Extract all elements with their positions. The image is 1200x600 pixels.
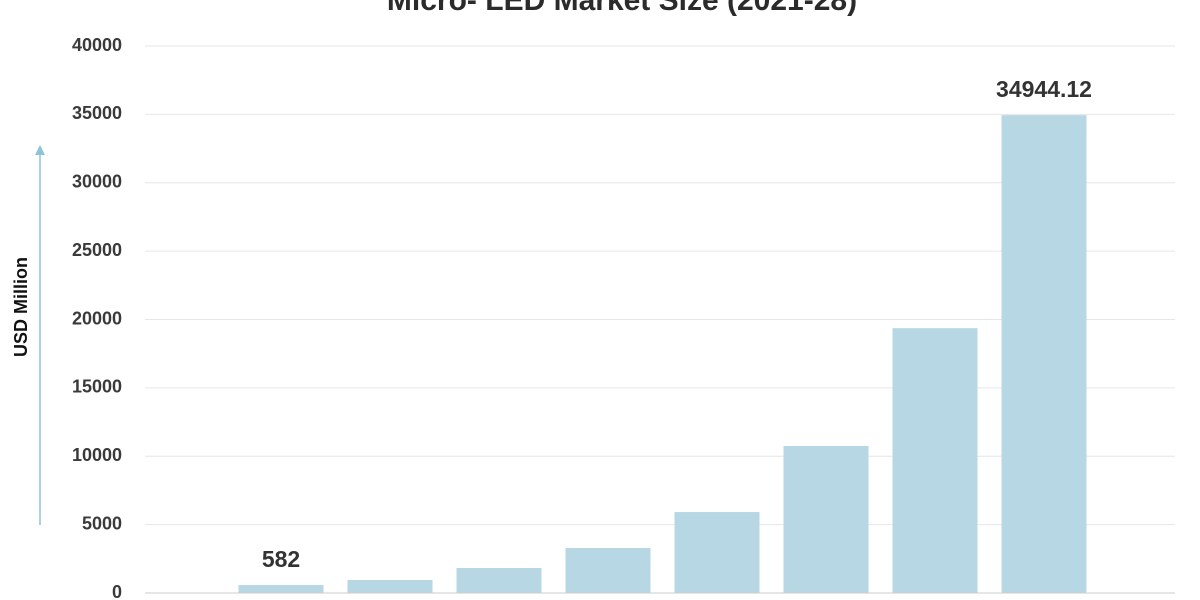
y-tick-label: 0 xyxy=(112,582,122,600)
y-axis-label: USD Million xyxy=(11,257,31,357)
y-tick-label: 10000 xyxy=(72,445,122,465)
chart-title: Micro- LED Market Size (2021-28) xyxy=(387,0,857,17)
bar xyxy=(347,580,433,593)
bar xyxy=(238,585,324,593)
axis-arrow-head xyxy=(35,145,45,155)
y-tick-label: 5000 xyxy=(82,513,122,533)
y-tick-label: 20000 xyxy=(72,308,122,328)
y-tick-label: 25000 xyxy=(72,240,122,260)
value-label: 582 xyxy=(262,546,300,572)
bar xyxy=(456,567,542,593)
bar xyxy=(783,445,869,593)
y-tick-label: 40000 xyxy=(72,35,122,55)
y-tick-label: 35000 xyxy=(72,103,122,123)
bar xyxy=(565,548,651,593)
bar xyxy=(892,328,978,593)
bar xyxy=(1001,115,1087,593)
value-label: 34944.12 xyxy=(996,76,1092,102)
y-tick-label: 15000 xyxy=(72,377,122,397)
bar xyxy=(674,512,760,593)
y-tick-label: 30000 xyxy=(72,172,122,192)
